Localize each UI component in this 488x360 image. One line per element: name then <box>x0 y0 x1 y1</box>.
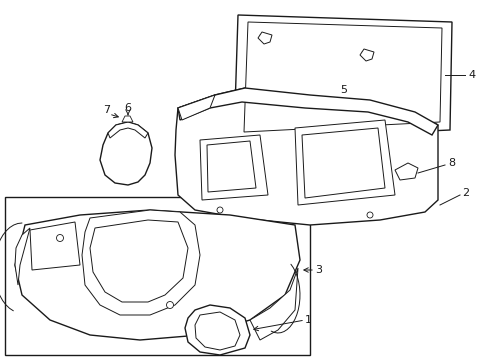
Polygon shape <box>15 228 30 285</box>
Polygon shape <box>90 220 187 302</box>
Polygon shape <box>30 222 80 270</box>
Polygon shape <box>302 128 384 198</box>
Polygon shape <box>100 122 152 185</box>
Bar <box>5 197 309 355</box>
Polygon shape <box>258 32 271 44</box>
Text: 3: 3 <box>314 265 321 275</box>
Polygon shape <box>394 163 417 180</box>
Polygon shape <box>178 95 215 120</box>
Polygon shape <box>359 49 373 61</box>
Circle shape <box>166 302 173 309</box>
Polygon shape <box>15 210 299 340</box>
Polygon shape <box>249 268 297 340</box>
Polygon shape <box>108 122 148 138</box>
Circle shape <box>366 212 372 218</box>
Polygon shape <box>244 22 441 132</box>
Circle shape <box>217 207 223 213</box>
Polygon shape <box>234 15 451 140</box>
Polygon shape <box>175 88 437 225</box>
Polygon shape <box>200 135 267 200</box>
Polygon shape <box>206 141 256 192</box>
Polygon shape <box>82 210 200 315</box>
Text: 7: 7 <box>103 105 110 115</box>
Polygon shape <box>294 120 394 205</box>
Polygon shape <box>195 312 240 350</box>
Text: 1: 1 <box>305 315 311 325</box>
Circle shape <box>57 234 63 242</box>
Text: 2: 2 <box>461 188 468 198</box>
Polygon shape <box>122 116 133 122</box>
Text: 4: 4 <box>467 70 474 80</box>
Polygon shape <box>178 88 437 135</box>
Text: 5: 5 <box>339 85 346 95</box>
Text: 8: 8 <box>447 158 454 168</box>
Text: 6: 6 <box>124 103 131 113</box>
Polygon shape <box>184 305 249 355</box>
